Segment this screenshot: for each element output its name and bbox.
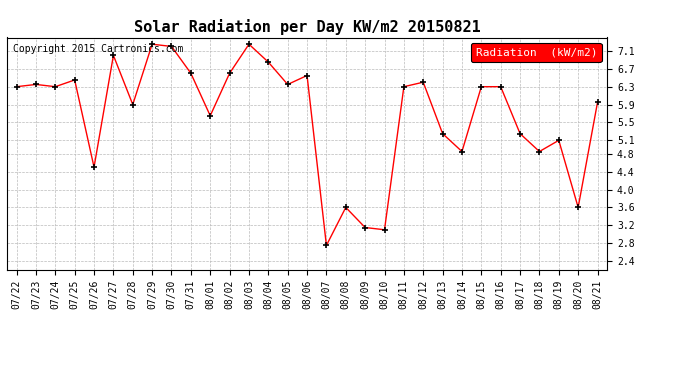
Text: Copyright 2015 Cartronics.com: Copyright 2015 Cartronics.com xyxy=(13,45,184,54)
Legend: Radiation  (kW/m2): Radiation (kW/m2) xyxy=(471,43,602,62)
Title: Solar Radiation per Day KW/m2 20150821: Solar Radiation per Day KW/m2 20150821 xyxy=(134,19,480,35)
